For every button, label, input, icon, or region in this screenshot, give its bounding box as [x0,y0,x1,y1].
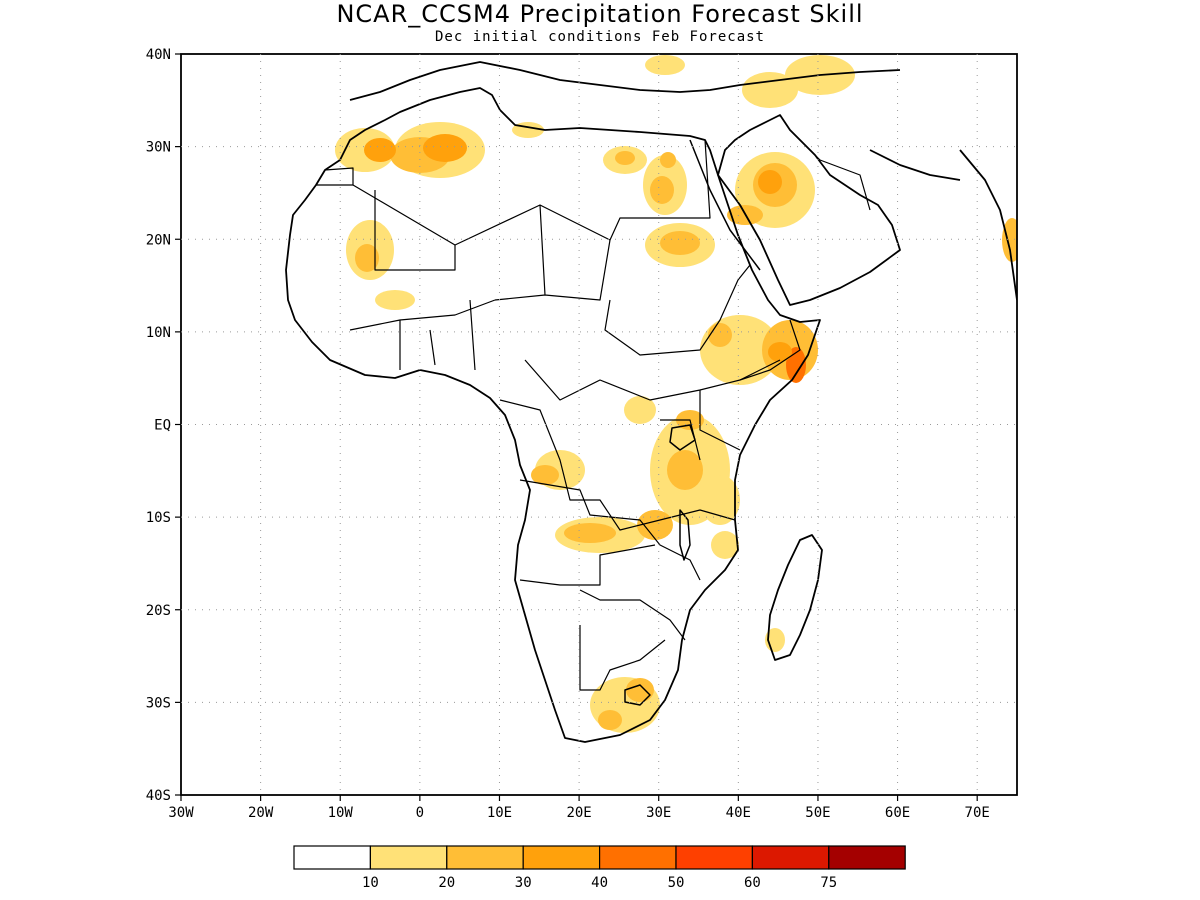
skill-region [667,450,703,490]
colorbar-label: 40 [591,875,608,891]
x-tick-label: 70E [965,805,990,821]
skill-region [624,396,656,424]
map-frame [180,53,1018,796]
skill-region [758,170,782,194]
skill-region [598,710,622,730]
country-borders [316,129,871,691]
chart-title: NCAR_CCSM4 Precipitation Forecast Skill [336,0,864,28]
axis-ticks: 30W 20W 10W 0 10E 20E 30E 40E 50E 60E 70E 40N 30N 20N… [146,47,990,821]
skill-region [423,134,467,162]
colorbar-swatch [675,845,754,870]
colorbar-swatch [828,845,906,870]
map-grid [181,54,1017,795]
x-tick-label: 60E [885,805,910,821]
x-tick-label: 30W [168,805,194,821]
x-tick-label: 0 [416,805,424,821]
colorbar-label: 60 [744,875,761,891]
colorbar-swatch [598,845,677,870]
lake-malawi [679,509,691,561]
colorbar: 10 20 30 40 50 60 75 [293,845,906,891]
x-tick-label: 10E [487,805,512,821]
y-tick-label: 40N [146,47,171,63]
colorbar-label: 30 [515,875,532,891]
x-tick-label: 40E [726,805,751,821]
skill-region [742,72,798,108]
skill-region [768,342,792,362]
colorbar-label: 50 [668,875,685,891]
red-sea [689,139,761,271]
colorbar-swatch [293,845,372,870]
x-tick-label: 20E [566,805,591,821]
colorbar-swatch [369,845,448,870]
india-coastline [959,149,1017,301]
x-tick-label: 10W [328,805,354,821]
y-tick-label: 20S [146,603,171,619]
colorbar-label: 20 [438,875,455,891]
skill-region [364,138,396,162]
y-tick-label: 20N [146,232,171,248]
colorbar-swatch [751,845,830,870]
arabia-coastline [717,114,901,306]
persian-gulf-coast [869,149,961,181]
colorbar-label: 75 [820,875,837,891]
y-tick-label: 10N [146,325,171,341]
colorbar-swatch [446,845,524,870]
colorbar-swatch [522,845,601,870]
y-tick-label: 30N [146,140,171,156]
skill-region [711,531,739,559]
x-tick-label: 30E [646,805,671,821]
y-tick-label: 10S [146,510,171,526]
skill-region [626,678,654,702]
skill-region [660,231,700,255]
lake-victoria [669,424,696,451]
madagascar-coastline [767,534,823,661]
africa-coastline [285,87,821,743]
skill-region [708,323,732,347]
y-tick-label: 40S [146,788,171,804]
lesotho-border [624,684,651,706]
skill-region [564,523,616,543]
y-tick-label: EQ [154,418,171,434]
skill-region [531,465,559,485]
y-tick-label: 30S [146,695,171,711]
colorbar-label: 10 [362,875,379,891]
skill-region [660,152,676,168]
skill-region [615,151,635,165]
x-tick-label: 50E [805,805,830,821]
chart-subtitle: Dec initial conditions Feb Forecast [434,29,765,45]
mediterranean-north-coast [349,61,901,101]
skill-region [1002,218,1017,262]
skill-region [355,244,379,272]
skill-region [645,55,685,75]
skill-region [650,176,674,204]
skill-region [375,290,415,310]
coastlines-and-borders [285,61,1017,743]
x-tick-label: 20W [248,805,274,821]
